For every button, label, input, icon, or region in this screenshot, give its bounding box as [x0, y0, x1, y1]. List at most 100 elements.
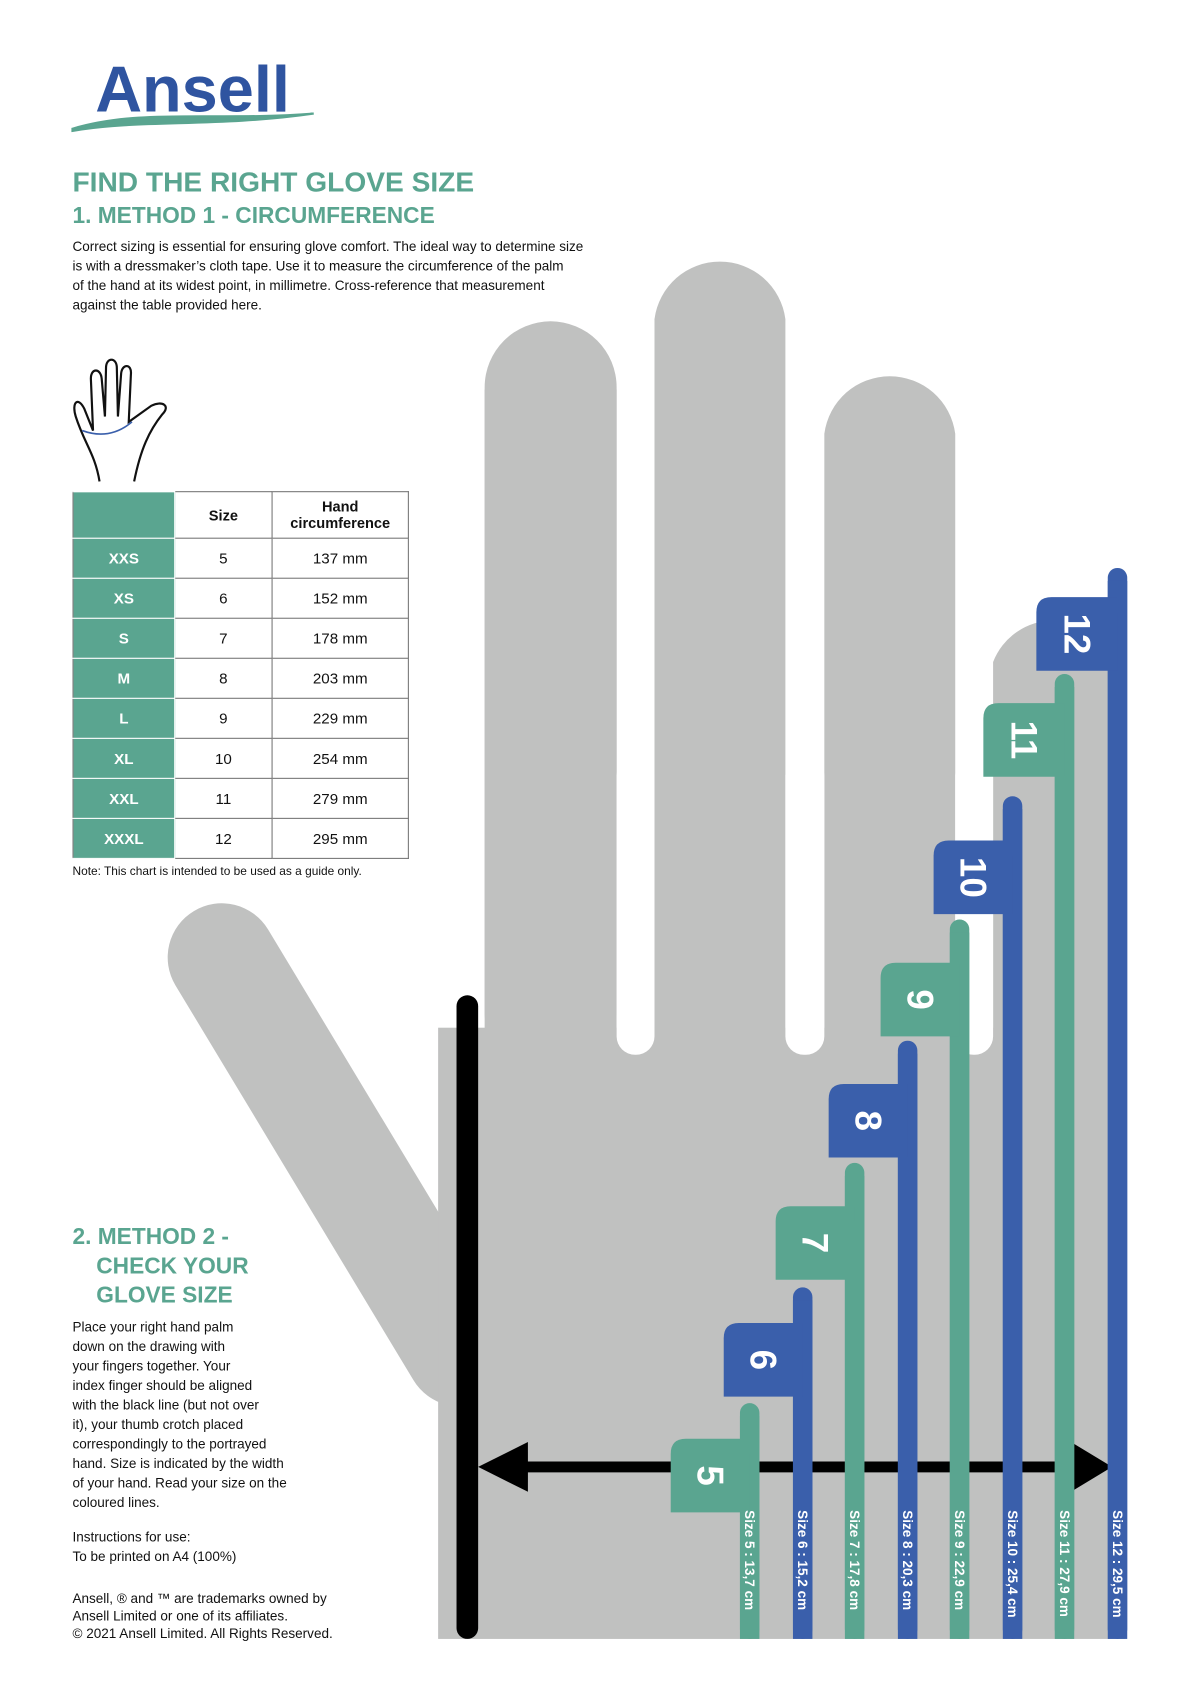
- cell: 279 mm: [271, 777, 409, 819]
- size-label: Size 5 : 13,7 cm: [742, 1510, 757, 1610]
- cell: 5: [174, 537, 273, 579]
- size-letter: XS: [72, 577, 176, 619]
- table-row: XS 6 152 mm: [72, 577, 409, 619]
- size-flag: [933, 840, 1013, 915]
- heading-line: CHECK YOUR: [96, 1253, 249, 1279]
- method2-text: Place your right hand palm down on the dr…: [72, 1318, 286, 1513]
- size-number: 10: [953, 857, 994, 898]
- size-label: Size 6 : 15,2 cm: [795, 1510, 810, 1610]
- size-label: Size 8 : 20,3 cm: [900, 1510, 915, 1610]
- cell: 229 mm: [271, 697, 409, 739]
- gauge-bar-body: [1002, 809, 1023, 1639]
- text-line: Place your right hand palm: [72, 1319, 234, 1335]
- method2-heading: 2. METHOD 2 - CHECK YOUR GLOVE SIZE: [72, 1222, 248, 1310]
- header-cell: [72, 491, 176, 539]
- cell: 295 mm: [271, 817, 409, 859]
- title: FIND THE RIGHT GLOVE SIZE: [72, 165, 475, 198]
- gauge-bar-body: [949, 932, 970, 1639]
- header-row: Size Hand circumference: [72, 491, 409, 539]
- text-line: your fingers together. Your: [72, 1358, 231, 1374]
- text-line: © 2021 Ansell Limited. All Rights Reserv…: [72, 1625, 333, 1642]
- cell: 178 mm: [271, 617, 409, 659]
- gauge-bar-body: [1107, 580, 1128, 1639]
- size-flag: [983, 703, 1065, 777]
- size-number: 5: [690, 1465, 731, 1485]
- header-cell: Hand circumference: [271, 491, 409, 539]
- method1-heading: 1. METHOD 1 - CIRCUMFERENCE: [72, 203, 435, 229]
- size-label: Size 7 : 17,8 cm: [847, 1510, 862, 1610]
- size-flag: [828, 1083, 908, 1158]
- size-label: Size 10 : 25,4 cm: [1005, 1510, 1020, 1617]
- text-line: Ansell Limited or one of its affiliates.: [72, 1608, 288, 1624]
- cell: 8: [174, 657, 273, 699]
- table-row: XXS 5 137 mm: [72, 537, 409, 579]
- size-number: 11: [1003, 721, 1044, 760]
- size-flag: [723, 1323, 803, 1397]
- cell: 152 mm: [271, 577, 409, 619]
- text-line: with the black line (but not over: [72, 1397, 259, 1413]
- text-line: hand. Size is indicated by the width: [72, 1456, 284, 1472]
- size-letter: L: [72, 697, 176, 739]
- cell: 12: [174, 817, 273, 859]
- header-cell: Size: [174, 491, 273, 539]
- text-line: Correct sizing is essential for ensuring…: [72, 239, 584, 255]
- size-number: 7: [795, 1233, 836, 1253]
- cell: 10: [174, 737, 273, 779]
- heading-line: GLOVE SIZE: [96, 1283, 233, 1308]
- method1-text: Correct sizing is essential for ensuring…: [72, 237, 583, 315]
- size-flag: [670, 1438, 750, 1513]
- size-number: 12: [1056, 613, 1097, 654]
- gauge-bar-body: [897, 1053, 918, 1639]
- size-letter: XXL: [72, 777, 176, 819]
- cell: 254 mm: [271, 737, 409, 779]
- size-letter: S: [72, 617, 176, 659]
- size-number: 6: [743, 1350, 784, 1370]
- text-line: of the hand at its widest point, in mill…: [72, 278, 545, 294]
- text-line: Instructions for use:: [72, 1529, 191, 1545]
- size-flag: [775, 1206, 855, 1280]
- note: Note: This chart is intended to be used …: [72, 865, 362, 879]
- size-table: Size Hand circumference XXS 5 137 mm XS 6 152 m…: [72, 491, 409, 859]
- cell: 137 mm: [271, 537, 409, 579]
- table-row: M 8 203 mm: [72, 657, 409, 699]
- cell: 11: [174, 777, 273, 819]
- table-row: L 9 229 mm: [72, 697, 409, 739]
- text-line: of your hand. Read your size on the: [72, 1475, 287, 1491]
- table-row: XXXL 12 295 mm: [72, 817, 409, 859]
- size-label: Size 12 : 29,5 cm: [1110, 1510, 1125, 1617]
- text-line: is with a dressmaker’s cloth tape. Use i…: [72, 258, 564, 274]
- heading-line: 2. METHOD 2 -: [72, 1224, 230, 1250]
- text-line: it), your thumb crotch placed: [72, 1417, 244, 1433]
- text-line: To be printed on A4 (100%): [72, 1549, 237, 1565]
- text-line: index finger should be aligned: [72, 1378, 253, 1394]
- text-line: against the table provided here.: [72, 297, 262, 313]
- size-number: 8: [848, 1111, 889, 1131]
- size-letter: M: [72, 657, 176, 699]
- text-line: down on the drawing with: [72, 1339, 226, 1355]
- size-flag: [1036, 597, 1118, 671]
- size-letter: XL: [72, 737, 176, 779]
- size-flag: [880, 962, 960, 1037]
- gauge-bar-body: [1054, 686, 1075, 1639]
- table-row: XXL 11 279 mm: [72, 777, 409, 819]
- gauge-bar-body: [844, 1175, 865, 1639]
- size-letter: XXXL: [72, 817, 176, 859]
- legal: Ansell, ® and ™ are trademarks owned by A…: [72, 1590, 332, 1642]
- instructions: Instructions for use: To be printed on A4…: [72, 1528, 236, 1567]
- text-line: coloured lines.: [72, 1495, 160, 1511]
- logo: Ansell: [95, 52, 290, 125]
- text-line: correspondingly to the portrayed: [72, 1436, 267, 1452]
- cell: 9: [174, 697, 273, 739]
- cell: 203 mm: [271, 657, 409, 699]
- text-line: Ansell, ® and ™ are trademarks owned by: [72, 1591, 327, 1607]
- size-number: 9: [900, 989, 941, 1009]
- table-row: XL 10 254 mm: [72, 737, 409, 779]
- cell: 6: [174, 577, 273, 619]
- size-label: Size 11 : 27,9 cm: [1057, 1510, 1072, 1617]
- size-label: Size 9 : 22,9 cm: [952, 1510, 967, 1610]
- cell: 7: [174, 617, 273, 659]
- size-letter: XXS: [72, 537, 176, 579]
